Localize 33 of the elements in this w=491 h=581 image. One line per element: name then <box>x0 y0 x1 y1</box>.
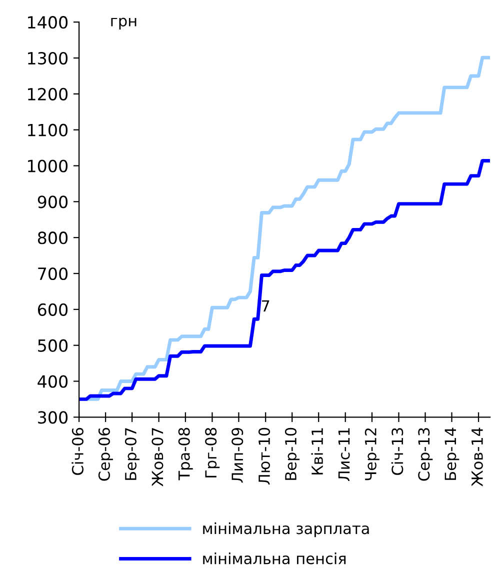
x-tick-label: Лют-10 <box>258 428 270 484</box>
x-tick-label: Жов-14 <box>472 428 483 486</box>
x-tick-label: Сер-13 <box>418 428 433 481</box>
y-tick-label: 300 <box>38 411 68 424</box>
x-tick-label: Жов-07 <box>152 428 164 486</box>
x-tick-label: Бер-14 <box>444 428 460 480</box>
x-tick-label: Січ-13 <box>391 428 404 475</box>
y-tick-label: 500 <box>38 339 68 352</box>
y-axis-title: грн <box>111 18 136 30</box>
x-tick-label: Бер-07 <box>124 428 140 480</box>
x-tick-label: Кві-11 <box>311 428 323 474</box>
annotation: 7 <box>262 300 270 312</box>
y-tick-label: 1200 <box>28 88 68 100</box>
y-tick-label: 400 <box>38 375 68 388</box>
y-tick-label: 900 <box>38 196 68 208</box>
x-tick-label: Лис-11 <box>338 428 350 482</box>
y-tick-label: 1000 <box>28 160 68 172</box>
legend-label: мінімальна пенсія <box>203 552 346 564</box>
legend-label: мінімальна зарплата <box>203 522 369 538</box>
x-tick-label: Вер-10 <box>284 428 300 480</box>
y-tick-label: 1300 <box>28 52 68 65</box>
y-tick-label: 800 <box>38 232 68 244</box>
y-tick-label: 1400 <box>28 16 68 29</box>
x-tick-label: Лип-09 <box>232 428 244 483</box>
x-tick-label: Січ-06 <box>72 428 84 475</box>
line-series <box>79 158 490 401</box>
x-tick-label: Чер-12 <box>364 428 380 480</box>
x-tick-label: Тра-08 <box>178 428 193 480</box>
y-tick-label: 600 <box>38 303 68 316</box>
x-tick-label: Сер-06 <box>98 428 113 481</box>
x-tick-label: Грг-08 <box>205 428 220 478</box>
y-tick-label: 1100 <box>28 124 68 136</box>
y-tick-label: 700 <box>38 267 68 280</box>
